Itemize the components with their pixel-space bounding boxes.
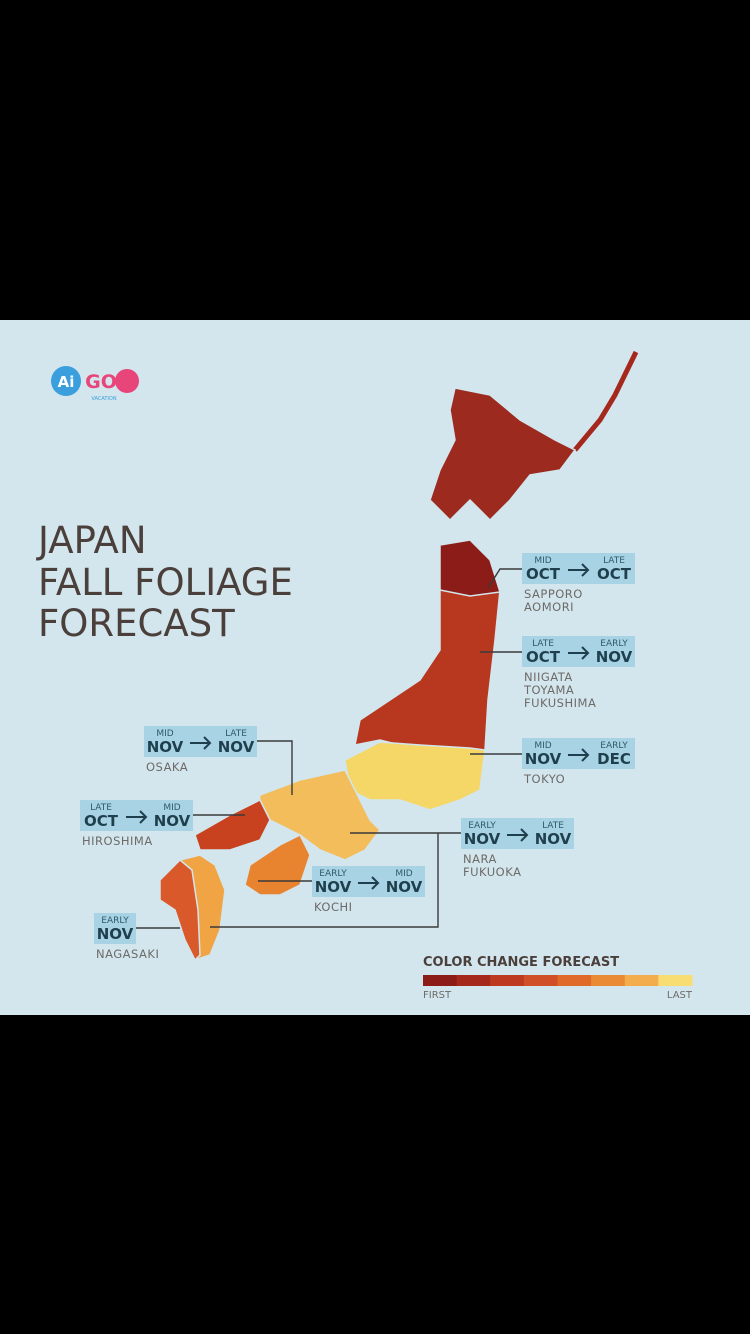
callout-box bbox=[522, 738, 635, 769]
callout-qualifier: EARLY bbox=[600, 741, 628, 751]
callout-city: SAPPORO bbox=[524, 587, 583, 601]
title-line: FORECAST bbox=[38, 602, 235, 645]
logo-circle bbox=[51, 366, 81, 396]
callout-qualifier: EARLY bbox=[319, 869, 347, 879]
callout-city: HIROSHIMA bbox=[82, 834, 153, 848]
callout-city: FUKUOKA bbox=[463, 865, 521, 879]
callout-arrow bbox=[126, 810, 148, 824]
logo-sub: VACATION bbox=[91, 396, 116, 402]
leader-line bbox=[210, 833, 439, 928]
legend-last: LAST bbox=[667, 990, 693, 1001]
logo-left: Ai bbox=[58, 373, 75, 391]
callout-month: NOV bbox=[147, 738, 184, 756]
callout-box bbox=[144, 726, 257, 757]
callout-qualifier: LATE bbox=[532, 639, 554, 649]
callout-city: NAGASAKI bbox=[96, 947, 159, 961]
callout-qualifier: MID bbox=[534, 741, 551, 751]
leader-lines bbox=[136, 568, 522, 929]
callout-box bbox=[522, 636, 635, 667]
callout-city: FUKUSHIMA bbox=[524, 696, 596, 710]
callout-qualifier: LATE bbox=[542, 821, 564, 831]
hokkaido bbox=[429, 387, 577, 522]
background bbox=[0, 320, 750, 1015]
callout-city: TOKYO bbox=[523, 772, 565, 786]
kanto bbox=[344, 741, 486, 811]
callouts: MIDOCTLATEOCTSAPPOROAOMORILATEOCTEARLYNO… bbox=[80, 553, 635, 961]
callout-month: NOV bbox=[525, 750, 562, 768]
aomori bbox=[439, 539, 501, 597]
callout-box bbox=[80, 800, 193, 831]
title-line: JAPAN bbox=[36, 519, 147, 562]
callout-qualifier: MID bbox=[156, 729, 173, 739]
callout-arrow bbox=[568, 563, 590, 577]
kuril-islands bbox=[573, 350, 639, 452]
callout-qualifier: LATE bbox=[225, 729, 247, 739]
callout-qualifier: LATE bbox=[90, 803, 112, 813]
shikoku bbox=[244, 833, 311, 896]
callout-box bbox=[461, 818, 574, 849]
callout-month: NOV bbox=[464, 830, 501, 848]
title-line: FALL FOLIAGE bbox=[38, 561, 293, 604]
callout-qualifier: EARLY bbox=[468, 821, 496, 831]
legend-swatch bbox=[490, 975, 525, 986]
logo: Ai GO VACATION bbox=[51, 366, 139, 402]
legend-swatch bbox=[557, 975, 592, 986]
legend-first: FIRST bbox=[423, 990, 452, 1001]
legend-swatch bbox=[456, 975, 491, 986]
callout-qualifier: MID bbox=[163, 803, 180, 813]
leader-line bbox=[487, 568, 522, 589]
callout-month: NOV bbox=[218, 738, 255, 756]
chugoku bbox=[194, 798, 271, 851]
callout-arrow bbox=[568, 748, 590, 762]
callout-qualifier: MID bbox=[395, 869, 412, 879]
callout-city: NIIGATA bbox=[524, 670, 573, 684]
callout-month: OCT bbox=[597, 565, 632, 583]
legend-swatch bbox=[624, 975, 659, 986]
legend: COLOR CHANGE FORECAST FIRST LAST bbox=[423, 955, 693, 1001]
callout-month: NOV bbox=[154, 812, 191, 830]
callout-month: OCT bbox=[526, 565, 561, 583]
logo-flower bbox=[115, 369, 139, 393]
title: JAPAN FALL FOLIAGE FORECAST bbox=[36, 519, 293, 645]
legend-swatch bbox=[591, 975, 626, 986]
callout-month: NOV bbox=[596, 648, 633, 666]
legend-swatch bbox=[523, 975, 558, 986]
logo-right: GO bbox=[85, 371, 117, 393]
callout-month: OCT bbox=[84, 812, 119, 830]
callout-arrow bbox=[507, 828, 529, 842]
callout-arrow bbox=[358, 876, 380, 890]
callout-city: NARA bbox=[463, 852, 497, 866]
legend-swatch bbox=[423, 975, 458, 986]
callout-qualifier: EARLY bbox=[101, 916, 129, 926]
callout-city: TOYAMA bbox=[523, 683, 574, 697]
callout-qualifier: MID bbox=[534, 556, 551, 566]
callout-qualifier: EARLY bbox=[600, 639, 628, 649]
callout-city: AOMORI bbox=[524, 600, 574, 614]
callout-box bbox=[522, 553, 635, 584]
callout-month: NOV bbox=[97, 925, 134, 943]
legend-title: COLOR CHANGE FORECAST bbox=[423, 955, 619, 970]
bottom-bar bbox=[0, 1015, 750, 1334]
callout-month: OCT bbox=[526, 648, 561, 666]
callout-month: NOV bbox=[386, 878, 423, 896]
callout-qualifier: LATE bbox=[603, 556, 625, 566]
callout-box bbox=[312, 866, 425, 897]
callout-arrow bbox=[190, 736, 212, 750]
callout-month: NOV bbox=[315, 878, 352, 896]
map bbox=[159, 350, 639, 962]
kyushu-west bbox=[159, 858, 201, 962]
callout-city: OSAKA bbox=[146, 760, 188, 774]
callout-month: DEC bbox=[597, 750, 631, 768]
callout-month: NOV bbox=[535, 830, 572, 848]
callout-arrow bbox=[568, 646, 590, 660]
callout-city: KOCHI bbox=[314, 900, 353, 914]
callout-box bbox=[94, 913, 136, 944]
legend-swatch bbox=[658, 975, 693, 986]
leader-line bbox=[256, 740, 293, 795]
